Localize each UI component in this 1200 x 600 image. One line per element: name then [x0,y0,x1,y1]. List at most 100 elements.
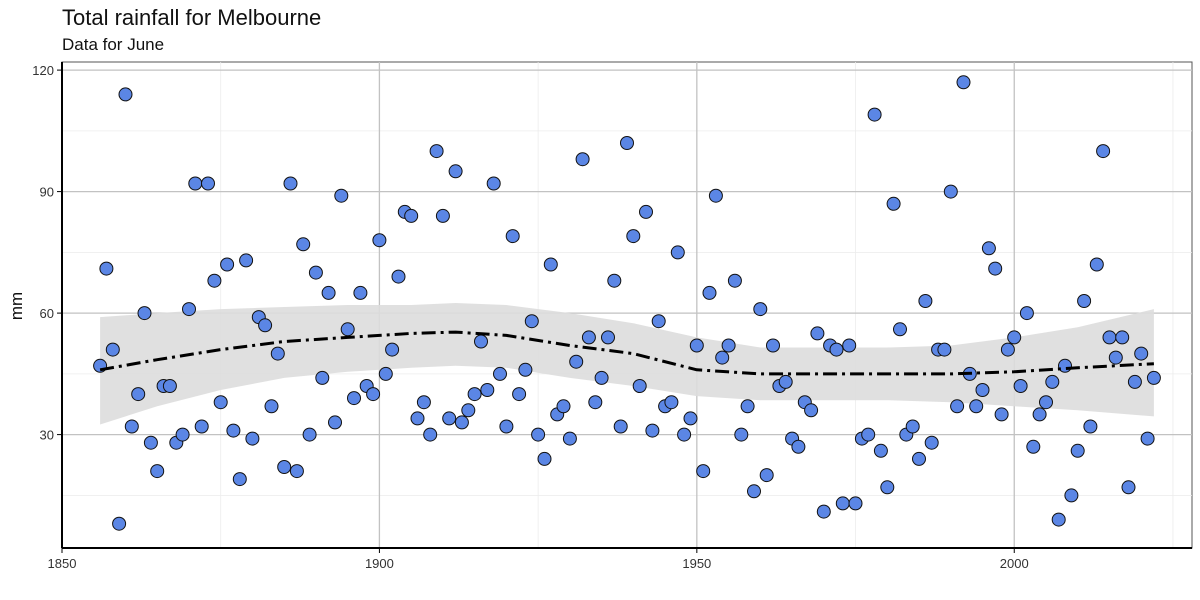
data-point [715,350,730,365]
data-point [835,496,850,511]
chart-title: Total rainfall for Melbourne [62,5,322,30]
data-point [480,383,495,397]
x-tick-label: 2000 [1000,556,1029,571]
data-point [353,285,368,300]
data-point [651,314,666,329]
data-point [689,338,704,353]
data-point [220,257,235,272]
data-point [981,241,996,256]
data-point [1070,443,1085,458]
data-point [696,464,711,479]
data-point [512,387,527,402]
smooth-curve [99,330,1154,376]
panel-border [61,61,1193,549]
data-point [328,415,342,430]
smooth-line [99,330,1154,376]
data-point [537,451,552,466]
data-point [474,334,488,349]
data-point [912,451,926,466]
data-point [924,435,939,450]
data-point [308,265,323,280]
data-point [740,399,755,414]
data-point [581,330,596,345]
data-point [1102,330,1117,345]
data-point [340,322,355,337]
data-point [105,342,120,357]
data-point [493,366,507,381]
chart-subtitle: Data for June [62,35,165,54]
data-point [683,411,698,426]
data-point [1134,346,1149,361]
data-point [112,516,127,531]
data-point [848,496,863,511]
data-point [385,342,400,357]
data-point [207,273,222,288]
data-point [588,395,603,410]
data-point [99,261,114,276]
data-point [975,383,990,397]
data-point [766,338,780,353]
data-point [505,229,520,244]
data-point [1077,294,1092,308]
data-point [1045,374,1060,389]
data-point [562,431,577,446]
data-point [524,314,539,329]
grid-lines [61,61,1193,549]
data-point [613,419,628,434]
data-point [829,342,844,357]
data-point [804,403,819,418]
data-point [296,237,311,252]
data-point [873,443,888,458]
data-point [448,164,463,179]
data-point [816,504,831,519]
data-point [886,196,901,211]
data-point [423,427,438,442]
data-point [258,318,273,333]
data-point [124,419,139,434]
data-point [664,395,679,410]
data-point [950,399,965,414]
data-point [442,411,457,426]
data-point [1089,257,1104,272]
data-point [226,423,241,438]
data-point [194,419,209,434]
data-point [289,464,304,479]
data-point [486,176,501,191]
data-point [1140,431,1155,446]
data-point [575,152,590,167]
data-point [302,427,317,442]
y-axis-label: mm [7,292,26,320]
data-point [1121,480,1136,495]
data-point [791,439,806,454]
data-point [315,370,330,385]
data-point [391,269,406,284]
y-tick-label: 90 [40,185,54,200]
data-point [943,184,958,199]
data-point [937,342,952,357]
data-point [759,468,774,483]
data-point [175,427,190,442]
data-point [283,176,298,191]
data-point [264,399,279,414]
data-point [1026,439,1041,454]
data-point [1064,488,1079,503]
data-point [778,374,793,389]
data-point [601,330,615,345]
data-point [988,261,1003,276]
data-point [956,75,971,90]
data-point [905,419,920,434]
data-point [810,326,825,341]
data-point [994,407,1009,422]
data-point [1108,350,1123,365]
x-tick-label: 1900 [365,556,394,571]
data-point [429,144,444,159]
data-point [467,387,482,402]
data-point [842,338,857,353]
axes: 1850 1900 1950 2000 30 60 90 120 [32,62,1192,571]
data-point [620,136,634,150]
data-point [1096,144,1111,159]
data-point [182,302,196,317]
data-point [543,257,558,272]
data-point [1127,374,1142,389]
